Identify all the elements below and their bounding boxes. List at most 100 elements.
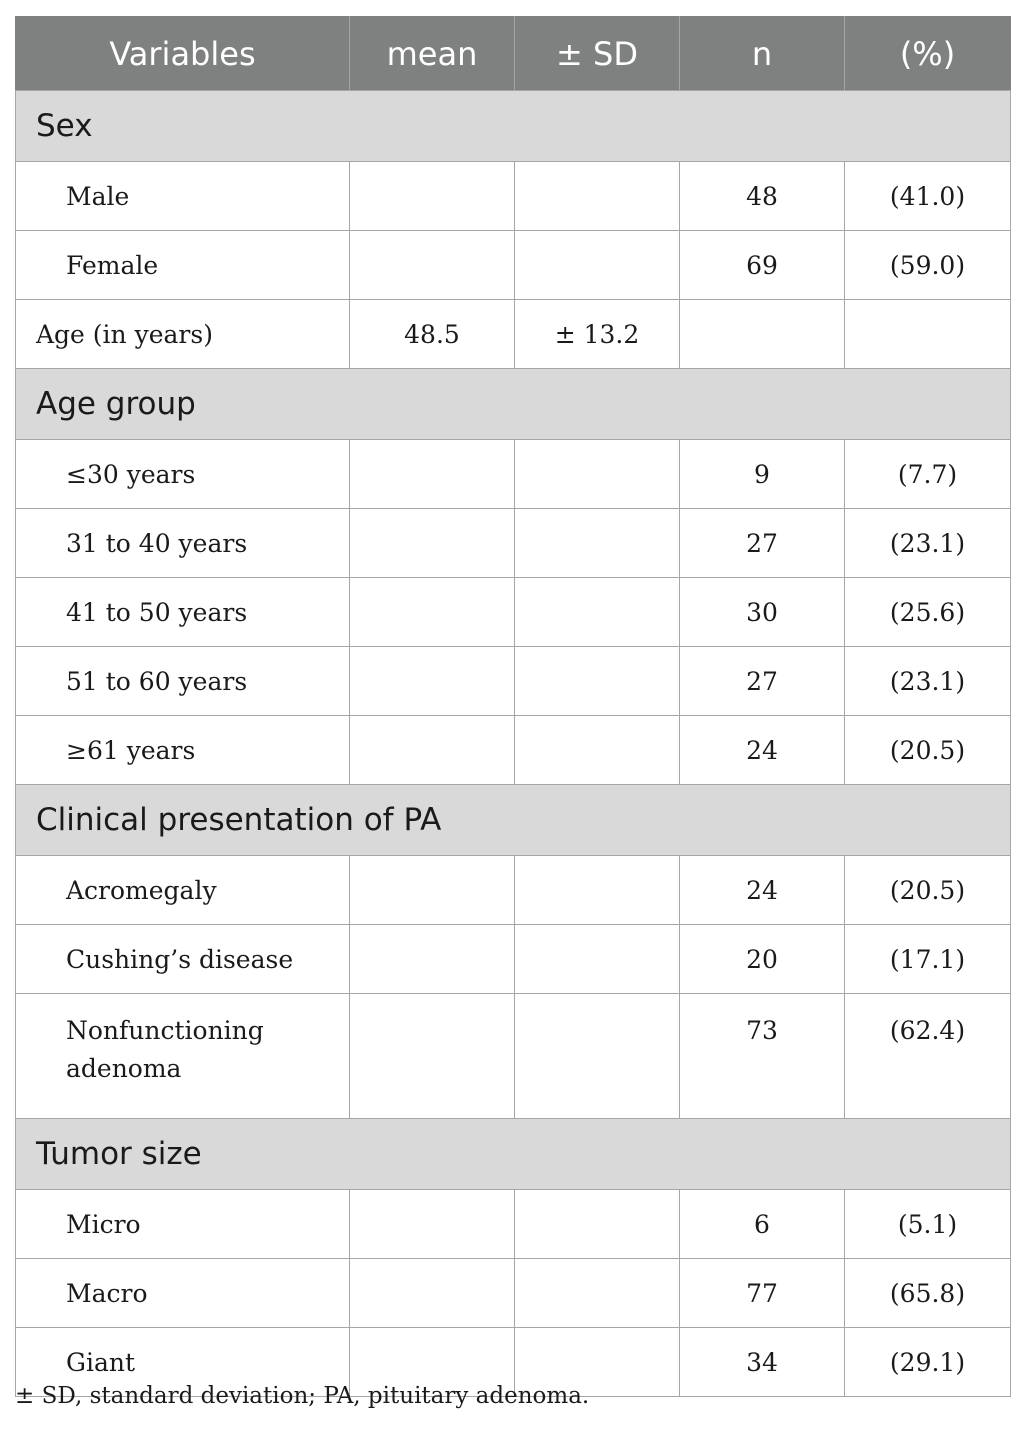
row-label: Acromegaly xyxy=(15,855,350,925)
row-label-line: Nonfunctioning xyxy=(66,1016,264,1045)
cell-n: 73 xyxy=(679,993,845,1119)
cell-sd xyxy=(514,577,680,647)
table-row: Acromegaly 24 (20.5) xyxy=(15,855,1011,925)
table-row: Macro 77 (65.8) xyxy=(15,1258,1011,1328)
row-label: Age (in years) xyxy=(15,299,350,369)
cell-n: 34 xyxy=(679,1327,845,1397)
header-n: n xyxy=(679,16,845,91)
cell-n: 6 xyxy=(679,1189,845,1259)
table-row: Cushing’s disease 20 (17.1) xyxy=(15,924,1011,994)
cell-n: 27 xyxy=(679,508,845,578)
table-row: Age (in years) 48.5 ± 13.2 xyxy=(15,299,1011,369)
cell-sd xyxy=(514,1258,680,1328)
cell-sd xyxy=(514,508,680,578)
cell-sd xyxy=(514,855,680,925)
cell-percent: (20.5) xyxy=(844,855,1011,925)
cell-sd xyxy=(514,715,680,785)
cell-mean: 48.5 xyxy=(349,299,515,369)
cell-percent: (25.6) xyxy=(844,577,1011,647)
table-row: Female 69 (59.0) xyxy=(15,230,1011,300)
cell-mean xyxy=(349,1327,515,1397)
table-row: Nonfunctioning adenoma 73 (62.4) xyxy=(15,993,1011,1119)
table-row: Giant 34 (29.1) xyxy=(15,1327,1011,1397)
section-clinical-presentation: Clinical presentation of PA xyxy=(15,784,1011,856)
cell-mean xyxy=(349,1258,515,1328)
header-row: Variables mean ± SD n (%) xyxy=(15,16,1011,91)
cell-percent: (41.0) xyxy=(844,161,1011,231)
row-label: Macro xyxy=(15,1258,350,1328)
row-label: Nonfunctioning adenoma xyxy=(15,993,350,1119)
cell-sd xyxy=(514,439,680,509)
cell-n: 24 xyxy=(679,855,845,925)
cell-percent xyxy=(844,299,1011,369)
cell-mean xyxy=(349,924,515,994)
cell-n: 20 xyxy=(679,924,845,994)
table-row: Male 48 (41.0) xyxy=(15,161,1011,231)
cell-n: 27 xyxy=(679,646,845,716)
demographics-table: Variables mean ± SD n (%) Sex Male 48 (4… xyxy=(15,16,1011,1397)
section-row: Tumor size xyxy=(15,1118,1011,1190)
cell-percent: (65.8) xyxy=(844,1258,1011,1328)
table-row: ≥61 years 24 (20.5) xyxy=(15,715,1011,785)
table-row: ≤30 years 9 (7.7) xyxy=(15,439,1011,509)
cell-percent: (17.1) xyxy=(844,924,1011,994)
cell-n xyxy=(679,299,845,369)
cell-mean xyxy=(349,993,515,1119)
cell-n: 48 xyxy=(679,161,845,231)
row-label: Giant xyxy=(15,1327,350,1397)
table-footnote: ± SD, standard deviation; PA, pituitary … xyxy=(15,1383,590,1409)
row-label-line: adenoma xyxy=(66,1054,182,1083)
row-label: 31 to 40 years xyxy=(15,508,350,578)
cell-n: 30 xyxy=(679,577,845,647)
row-label: 51 to 60 years xyxy=(15,646,350,716)
cell-mean xyxy=(349,577,515,647)
cell-sd xyxy=(514,924,680,994)
cell-mean xyxy=(349,439,515,509)
row-label: Cushing’s disease xyxy=(15,924,350,994)
section-tumor-size: Tumor size xyxy=(15,1118,1011,1190)
cell-n: 69 xyxy=(679,230,845,300)
row-label: Micro xyxy=(15,1189,350,1259)
cell-percent: (20.5) xyxy=(844,715,1011,785)
section-sex: Sex xyxy=(15,90,1011,162)
cell-mean xyxy=(349,855,515,925)
section-row: Age group xyxy=(15,368,1011,440)
cell-percent: (62.4) xyxy=(844,993,1011,1119)
cell-percent: (23.1) xyxy=(844,646,1011,716)
cell-sd xyxy=(514,1189,680,1259)
header-percent: (%) xyxy=(844,16,1011,91)
cell-mean xyxy=(349,1189,515,1259)
row-label: ≤30 years xyxy=(15,439,350,509)
cell-percent: (5.1) xyxy=(844,1189,1011,1259)
cell-percent: (59.0) xyxy=(844,230,1011,300)
section-age-group: Age group xyxy=(15,368,1011,440)
table-row: 51 to 60 years 27 (23.1) xyxy=(15,646,1011,716)
cell-sd xyxy=(514,993,680,1119)
section-row: Clinical presentation of PA xyxy=(15,784,1011,856)
cell-n: 24 xyxy=(679,715,845,785)
cell-mean xyxy=(349,230,515,300)
cell-percent: (7.7) xyxy=(844,439,1011,509)
table-row: 41 to 50 years 30 (25.6) xyxy=(15,577,1011,647)
row-label: Female xyxy=(15,230,350,300)
table-row: Micro 6 (5.1) xyxy=(15,1189,1011,1259)
row-label: ≥61 years xyxy=(15,715,350,785)
cell-n: 9 xyxy=(679,439,845,509)
cell-sd: ± 13.2 xyxy=(514,299,680,369)
cell-sd xyxy=(514,161,680,231)
cell-mean xyxy=(349,508,515,578)
cell-sd xyxy=(514,1327,680,1397)
cell-n: 77 xyxy=(679,1258,845,1328)
cell-percent: (23.1) xyxy=(844,508,1011,578)
row-label: 41 to 50 years xyxy=(15,577,350,647)
row-label: Male xyxy=(15,161,350,231)
table-row: 31 to 40 years 27 (23.1) xyxy=(15,508,1011,578)
section-row: Sex xyxy=(15,90,1011,162)
cell-mean xyxy=(349,646,515,716)
header-mean: mean xyxy=(349,16,515,91)
cell-sd xyxy=(514,230,680,300)
cell-mean xyxy=(349,715,515,785)
cell-percent: (29.1) xyxy=(844,1327,1011,1397)
header-sd: ± SD xyxy=(514,16,680,91)
cell-mean xyxy=(349,161,515,231)
